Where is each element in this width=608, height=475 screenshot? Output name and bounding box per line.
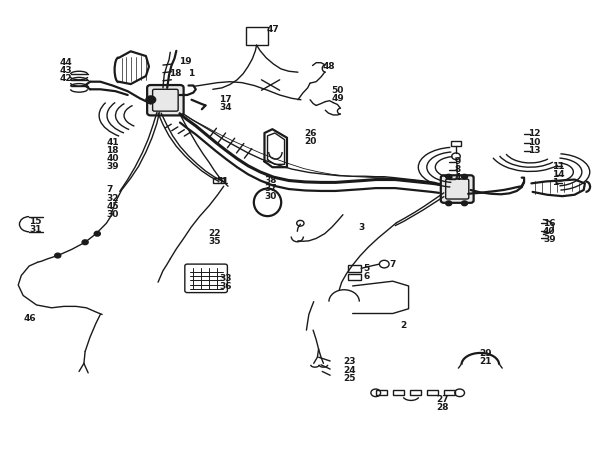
Text: 6: 6 (364, 272, 370, 281)
Bar (410, 390, 421, 395)
Text: 5: 5 (364, 264, 370, 273)
Text: 37: 37 (264, 184, 277, 193)
Text: 45: 45 (106, 202, 119, 210)
Text: 23: 23 (344, 358, 356, 366)
Text: 18: 18 (169, 69, 182, 78)
Text: 34: 34 (219, 104, 232, 112)
Text: 30: 30 (264, 192, 277, 201)
Text: 46: 46 (23, 314, 36, 323)
Text: 33: 33 (219, 275, 232, 283)
Text: 14: 14 (552, 171, 565, 179)
Bar (376, 390, 387, 395)
Text: 44: 44 (60, 58, 72, 67)
Text: 40: 40 (543, 227, 556, 236)
Text: 17: 17 (219, 95, 232, 104)
Text: 31: 31 (29, 226, 42, 234)
Circle shape (461, 201, 468, 206)
Text: 39: 39 (106, 162, 119, 171)
Text: 13: 13 (528, 146, 541, 154)
Bar (246, 27, 268, 45)
Text: 39: 39 (543, 235, 556, 244)
Text: 8: 8 (455, 165, 461, 174)
Text: 27: 27 (437, 395, 449, 403)
Text: 28: 28 (437, 403, 449, 411)
Circle shape (55, 253, 61, 258)
Text: 7: 7 (106, 186, 112, 194)
Text: 30: 30 (106, 210, 119, 218)
Bar (427, 390, 438, 395)
Text: 19: 19 (179, 57, 192, 66)
Text: 40: 40 (106, 154, 119, 163)
Bar (393, 390, 404, 395)
Text: 22: 22 (208, 229, 221, 238)
Text: 50: 50 (331, 86, 344, 95)
Circle shape (461, 174, 468, 179)
Text: 49: 49 (331, 94, 344, 103)
Text: 26: 26 (304, 129, 317, 137)
Text: 36: 36 (219, 283, 232, 291)
Text: 1: 1 (552, 179, 558, 187)
Text: 47: 47 (266, 25, 279, 34)
FancyBboxPatch shape (441, 175, 474, 203)
Circle shape (146, 96, 156, 104)
Text: 12: 12 (528, 130, 541, 138)
Text: 10: 10 (528, 138, 540, 146)
Text: 32: 32 (106, 194, 119, 202)
Text: 9: 9 (455, 157, 461, 166)
Text: 1: 1 (188, 69, 195, 78)
Text: 11: 11 (552, 162, 565, 171)
Bar (348, 274, 361, 280)
Text: 38: 38 (264, 176, 277, 185)
Text: 3: 3 (359, 224, 365, 232)
Text: 48: 48 (322, 62, 335, 71)
Circle shape (94, 231, 100, 236)
Bar (444, 390, 455, 395)
Text: 51: 51 (216, 177, 229, 186)
Text: 18: 18 (106, 146, 119, 155)
Text: 41: 41 (106, 138, 119, 147)
Bar (451, 141, 461, 146)
Text: 4: 4 (455, 173, 461, 182)
Text: 42: 42 (60, 75, 72, 83)
Text: 25: 25 (344, 374, 356, 382)
Circle shape (82, 240, 88, 245)
Text: 15: 15 (29, 218, 42, 226)
Text: 35: 35 (208, 238, 221, 246)
Circle shape (446, 174, 452, 179)
Text: 21: 21 (479, 358, 492, 366)
Bar (348, 265, 361, 272)
FancyBboxPatch shape (147, 85, 184, 115)
Text: 2: 2 (400, 321, 406, 330)
Circle shape (446, 201, 452, 206)
Text: 16: 16 (543, 219, 556, 228)
Bar (213, 178, 224, 183)
Text: 7: 7 (389, 260, 395, 269)
Text: 24: 24 (344, 366, 356, 374)
Text: 20: 20 (304, 137, 316, 145)
Text: 43: 43 (60, 66, 72, 75)
Text: 29: 29 (479, 350, 492, 358)
